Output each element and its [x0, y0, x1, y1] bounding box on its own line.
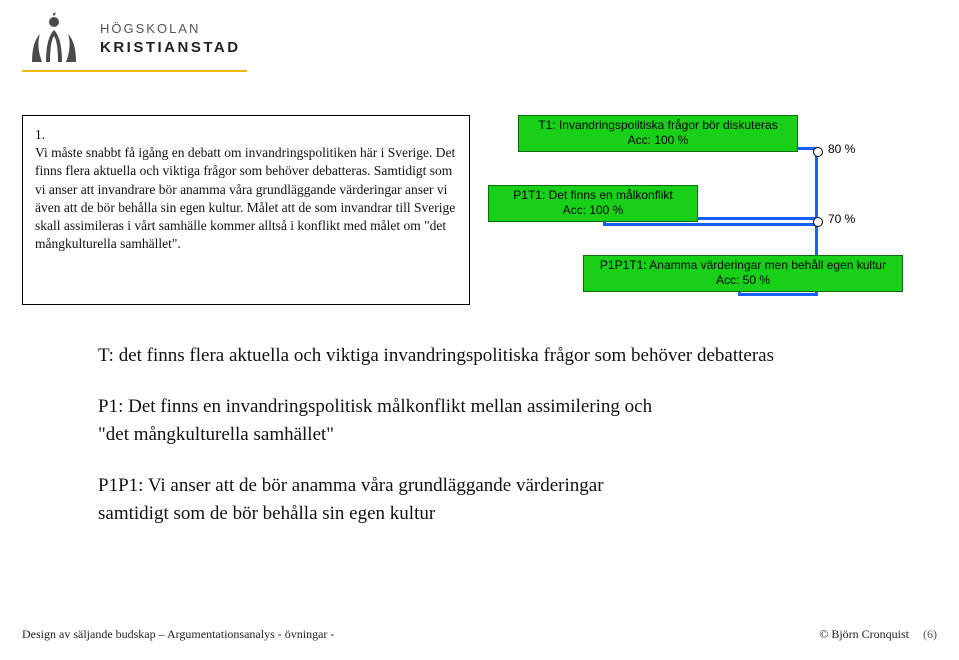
summary-p1-line2: "det mångkulturella samhället" — [98, 424, 334, 445]
footer-author: © Björn Cronquist — [819, 627, 909, 642]
diagram-connector-dot — [813, 147, 823, 157]
logo-underline — [22, 70, 247, 72]
diagram-connector-dot — [813, 217, 823, 227]
slide-footer: Design av säljande budskap – Argumentati… — [22, 627, 937, 642]
diagram-node-p1t1: P1T1: Det finns en målkonfliktAcc: 100 % — [488, 185, 698, 222]
diagram-edge — [815, 149, 818, 226]
diagram-edge — [738, 293, 818, 296]
summary-p1p1: P1P1: Vi anser att de bör anamma våra gr… — [98, 472, 899, 529]
logo-line-2: KRISTIANSTAD — [100, 39, 241, 56]
summary-p1p1-line1: P1P1: Vi anser att de bör anamma våra gr… — [98, 475, 604, 496]
diagram-edge — [603, 223, 818, 226]
logo-text: HÖGSKOLAN KRISTIANSTAD — [100, 19, 241, 57]
textbox-heading: 1. — [35, 127, 45, 142]
diagram-node-p1p1t1: P1P1T1: Anamma värderingar men behåll eg… — [583, 255, 903, 292]
footer-left: Design av säljande budskap – Argumentati… — [22, 627, 334, 642]
logo-icon — [22, 12, 86, 64]
footer-page: (6) — [923, 627, 937, 642]
argument-summary: T: det finns flera aktuella och viktiga … — [98, 342, 899, 551]
argument-diagram: 80 % 70 % T1: Invandringspolitiska frågor … — [488, 115, 937, 305]
summary-p1p1-line2: samtidigt som de bör behålla sin egen ku… — [98, 503, 435, 524]
institution-logo: HÖGSKOLAN KRISTIANSTAD — [22, 12, 241, 64]
diagram-edge — [696, 217, 818, 220]
diagram-edge-pct: 80 % — [828, 142, 855, 156]
source-text-box: 1. Vi måste snabbt få igång en debatt om… — [22, 115, 470, 305]
content-row: 1. Vi måste snabbt få igång en debatt om… — [22, 115, 937, 305]
summary-t: T: det finns flera aktuella och viktiga … — [98, 342, 899, 371]
diagram-edge-pct: 70 % — [828, 212, 855, 226]
summary-p1-line1: P1: Det finns en invandringspolitisk mål… — [98, 396, 652, 417]
diagram-node-t1: T1: Invandringspolitiska frågor bör disk… — [518, 115, 798, 152]
summary-p1: P1: Det finns en invandringspolitisk mål… — [98, 393, 899, 450]
logo-line-1: HÖGSKOLAN — [100, 21, 200, 36]
textbox-body: Vi måste snabbt få igång en debatt om in… — [35, 145, 455, 251]
